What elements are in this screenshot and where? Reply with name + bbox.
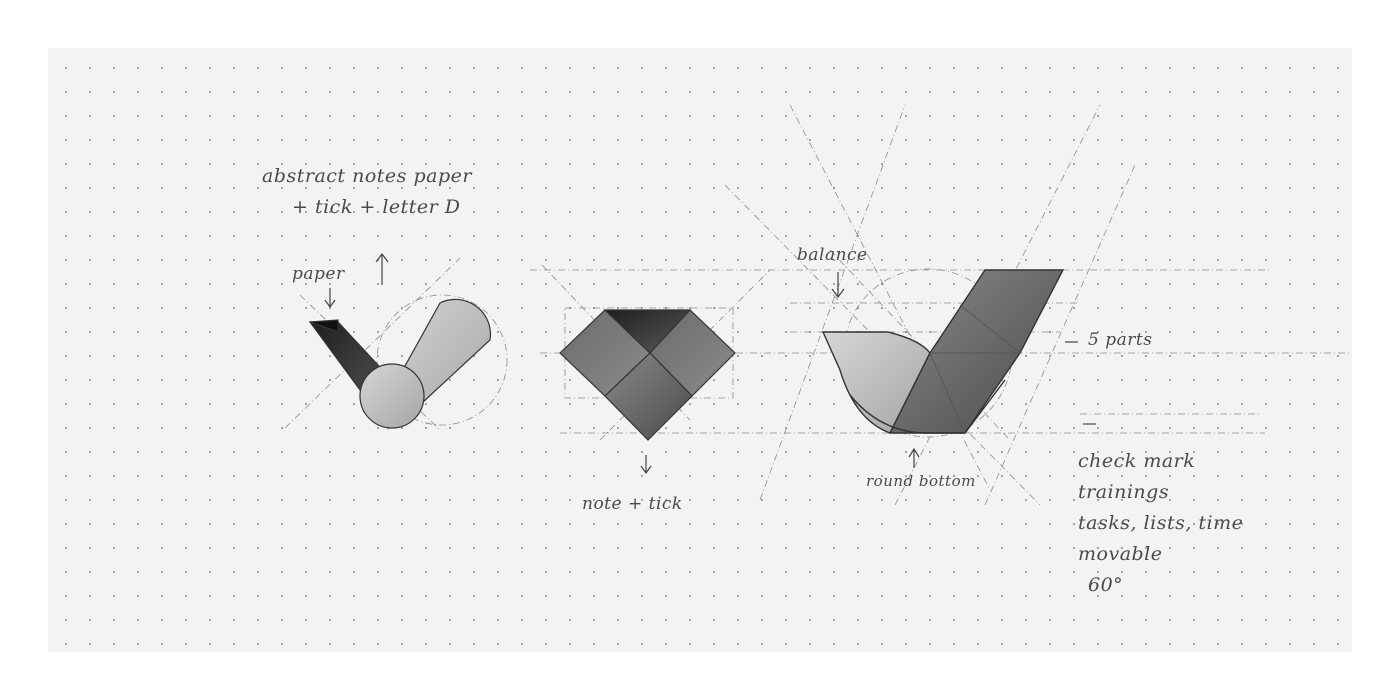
check-round-bottom	[849, 379, 1006, 434]
paper-note: paper	[292, 264, 345, 284]
check-note-line3: tasks, lists, time	[1078, 512, 1244, 534]
arrow-down-icon	[831, 272, 845, 298]
tick-round-end	[359, 363, 425, 429]
note-tick-note: note + tick	[582, 494, 683, 514]
paper-fold	[309, 319, 339, 333]
round-bottom-note: round bottom	[866, 472, 976, 490]
final-checkmark-sketch	[821, 269, 1065, 434]
note-bottom	[604, 352, 693, 441]
pencil-marks	[324, 253, 1096, 475]
concept-note-line2: + tick + letter D	[292, 196, 461, 218]
construction-guides	[284, 104, 1350, 506]
parts-note: 5 parts	[1088, 330, 1153, 350]
check-note-line4: movable	[1078, 543, 1163, 565]
arrow-up-icon	[908, 447, 920, 468]
check-note-line5: 60°	[1088, 574, 1124, 596]
arrow-down-icon	[324, 288, 336, 309]
check-note-line2: trainings	[1078, 481, 1170, 503]
arrow-down-icon	[640, 455, 652, 475]
concept-sketch-note-tick	[559, 309, 736, 441]
concept-sketch-paper-tick	[308, 298, 492, 430]
balance-note: balance	[797, 245, 868, 265]
concept-note-line1: abstract notes paper	[262, 165, 472, 187]
check-note-line1: check mark	[1078, 450, 1196, 472]
arrow-up-icon	[375, 253, 389, 285]
